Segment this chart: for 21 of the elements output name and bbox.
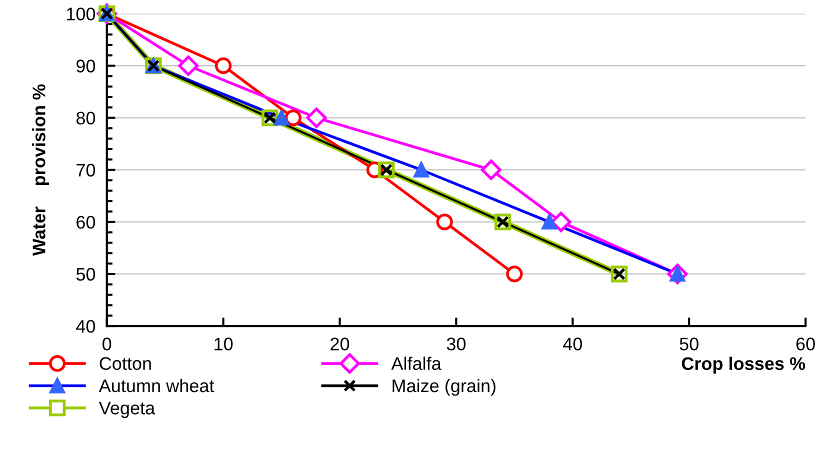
x-tick-label: 60	[796, 338, 815, 350]
x-tick-label: 50	[680, 338, 698, 350]
x-tick-label: 0	[102, 338, 112, 350]
x-tick-label: 10	[214, 338, 233, 350]
y-tick-label: 80	[76, 112, 96, 125]
y-tick-label: 40	[76, 320, 96, 333]
legend-label: Cotton	[100, 357, 151, 370]
legend-label: Vegeta	[98, 402, 156, 418]
y-tick-label: 50	[76, 268, 96, 281]
legend-label: Alfalfa	[391, 356, 442, 370]
legend-label: Maize (grain)	[392, 378, 496, 396]
y-tick-label: 100	[67, 8, 96, 20]
x-tick-label: 40	[563, 338, 582, 350]
x-axis-title: Crop losses %	[682, 356, 806, 374]
y-axis-title: Water provision %	[32, 84, 49, 256]
x-tick-label: 30	[446, 338, 466, 350]
y-tick-label: 70	[76, 164, 96, 177]
y-tick-label: 60	[76, 216, 96, 229]
y-tick-label: 90	[76, 60, 96, 72]
legend-label: Autumn wheat	[98, 378, 214, 392]
x-tick-label: 20	[330, 338, 350, 350]
